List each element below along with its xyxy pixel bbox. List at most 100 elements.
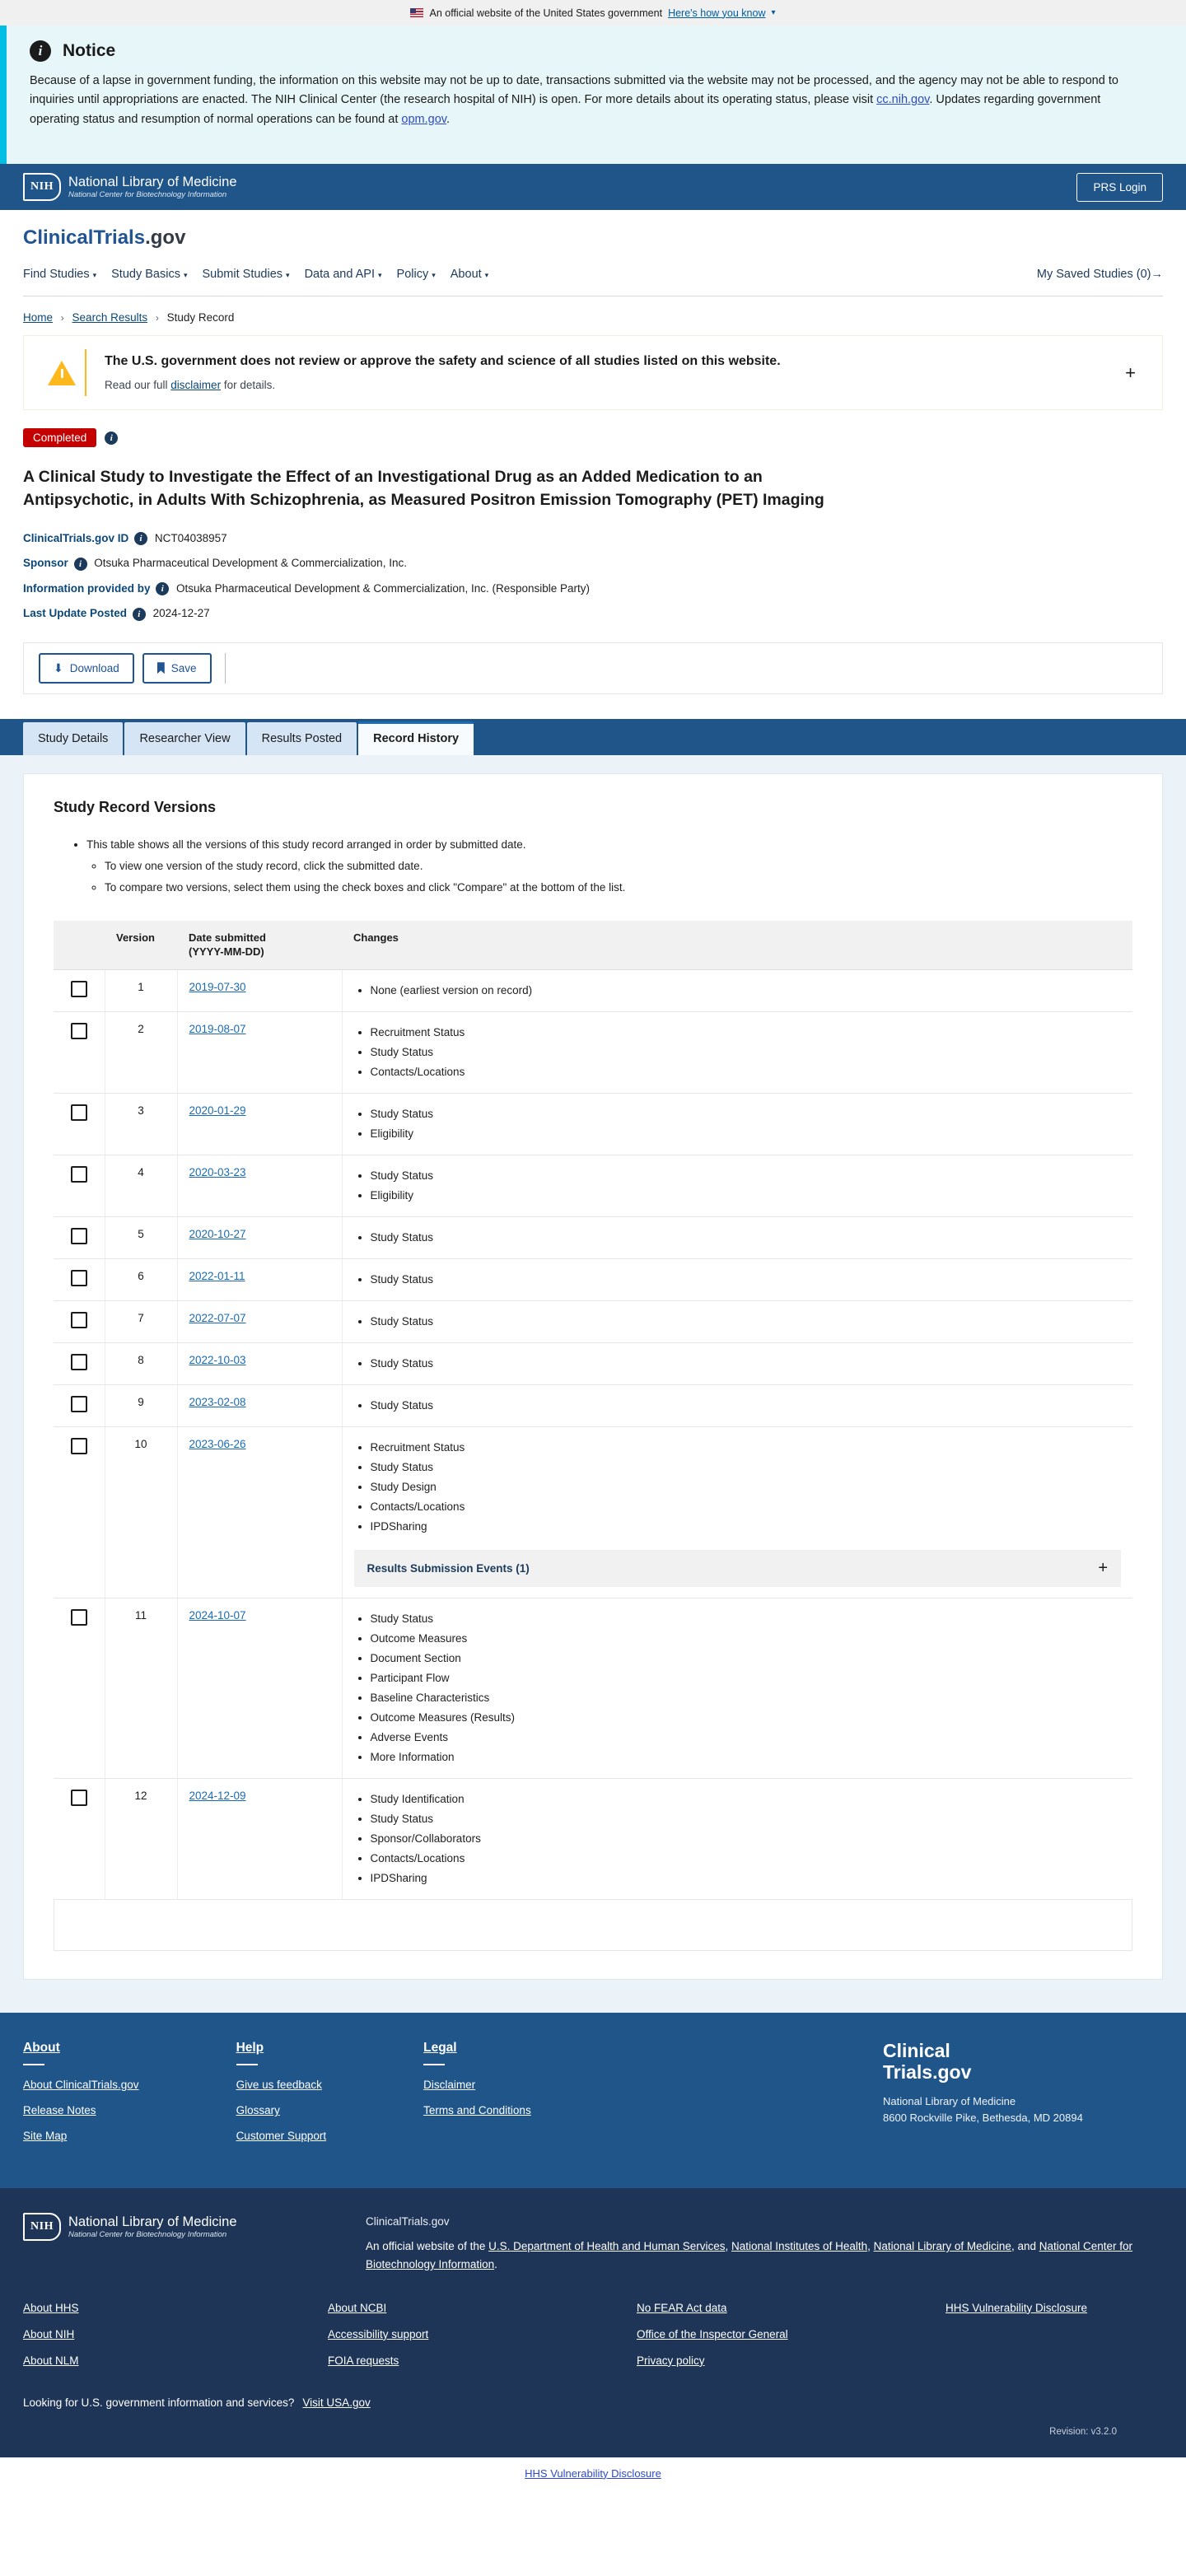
nav-find-studies[interactable]: Find Studies ▾ (23, 263, 111, 286)
change-item: Study Status (371, 1312, 1122, 1332)
date-submitted-link[interactable]: 2019-07-30 (189, 980, 246, 993)
link-nlm[interactable]: National Library of Medicine (873, 2240, 1011, 2253)
footer-link-give-us-feedback[interactable]: Give us feedback (236, 2079, 322, 2092)
breadcrumb-home[interactable]: Home (23, 311, 54, 324)
status-info-icon[interactable]: i (105, 431, 119, 445)
gov-link-accessibility-support[interactable]: Accessibility support (328, 2327, 429, 2340)
site-brand[interactable]: ClinicalTrials.gov (23, 226, 1163, 250)
date-header-line2: (YYYY-MM-DD) (189, 945, 264, 959)
version-checkbox[interactable] (70, 1790, 87, 1807)
info-icon[interactable]: i (134, 532, 148, 546)
version-checkbox[interactable] (70, 980, 87, 997)
date-submitted-link[interactable]: 2019-08-07 (189, 1022, 246, 1035)
us-flag-icon (410, 8, 424, 17)
version-checkbox[interactable] (70, 1353, 87, 1370)
disclaimer-expand-button[interactable]: + (1125, 362, 1136, 383)
link-nih[interactable]: National Institutes of Health (731, 2240, 868, 2253)
gov-link-inspector-general[interactable]: Office of the Inspector General (637, 2327, 788, 2340)
footer-link-about-clinicaltrials[interactable]: About ClinicalTrials.gov (23, 2079, 139, 2092)
link-ncbi[interactable]: National Center for Biotechnology Inform… (366, 2240, 1133, 2270)
date-submitted-cell: 2020-03-23 (177, 1155, 343, 1217)
info-icon[interactable]: i (73, 557, 87, 571)
date-submitted-link[interactable]: 2023-02-08 (189, 1395, 246, 1408)
footer-link-disclaimer[interactable]: Disclaimer (423, 2079, 476, 2092)
version-checkbox[interactable] (70, 1269, 87, 1286)
gov-nlm-logo[interactable]: NIH National Library of Medicine Nationa… (23, 2213, 336, 2242)
nav-about[interactable]: About ▾ (451, 263, 503, 286)
nlm-logo[interactable]: NIH National Library of Medicine Nationa… (23, 173, 237, 201)
gov-link-about-nih[interactable]: About NIH (23, 2327, 75, 2340)
nav-data-and-api[interactable]: Data and API ▾ (305, 263, 397, 286)
version-checkbox[interactable] (70, 1609, 87, 1626)
visit-usa-gov-link[interactable]: Visit USA.gov (302, 2396, 371, 2409)
nav-policy[interactable]: Policy ▾ (397, 263, 451, 286)
disclaimer-link[interactable]: disclaimer (170, 379, 222, 391)
info-icon[interactable]: i (156, 582, 170, 596)
opm-gov-link[interactable]: opm.gov (401, 112, 446, 126)
chevron-down-icon: ▾ (286, 271, 290, 279)
date-submitted-link[interactable]: 2020-10-27 (189, 1227, 246, 1240)
nav-submit-studies[interactable]: Submit Studies ▾ (203, 263, 305, 286)
footer-link-customer-support[interactable]: Customer Support (236, 2130, 327, 2143)
version-checkbox[interactable] (70, 1437, 87, 1454)
footer-link-glossary[interactable]: Glossary (236, 2104, 280, 2117)
date-submitted-link[interactable]: 2022-01-11 (189, 1269, 245, 1282)
gov-link-foia-requests[interactable]: FOIA requests (328, 2354, 399, 2367)
results-submission-events-accordion[interactable]: Results Submission Events (1) + (353, 1550, 1121, 1587)
date-submitted-link[interactable]: 2023-06-26 (189, 1437, 246, 1450)
heres-how-you-know-link[interactable]: Here's how you know (668, 7, 766, 19)
gov-link-about-ncbi[interactable]: About NCBI (328, 2301, 387, 2314)
date-submitted-link[interactable]: 2022-07-07 (189, 1311, 246, 1324)
gov-official-prefix: An official website of the (366, 2240, 489, 2253)
gov-link-about-hhs[interactable]: About HHS (23, 2301, 79, 2314)
info-icon[interactable]: i (132, 607, 146, 621)
gov-link-about-nlm[interactable]: About NLM (23, 2354, 79, 2367)
footer-link-terms-and-conditions[interactable]: Terms and Conditions (423, 2104, 531, 2117)
nav-study-basics[interactable]: Study Basics ▾ (111, 263, 202, 286)
record-history-panel-background: Study Record Versions This table shows a… (0, 754, 1186, 2014)
date-submitted-link[interactable]: 2020-03-23 (189, 1165, 246, 1178)
tab-study-details[interactable]: Study Details (23, 722, 124, 755)
tab-results-posted[interactable]: Results Posted (246, 722, 357, 755)
study-status-row: Completed i (23, 428, 1163, 447)
gov-link-privacy-policy[interactable]: Privacy policy (637, 2354, 705, 2367)
chevron-down-icon[interactable]: ▾ (771, 8, 776, 17)
date-submitted-link[interactable]: 2024-10-07 (189, 1609, 246, 1622)
tab-record-history[interactable]: Record History (358, 721, 474, 755)
gov-link-no-fear-act[interactable]: No FEAR Act data (637, 2301, 727, 2314)
version-checkbox[interactable] (70, 1395, 87, 1412)
footer-address: National Library of Medicine 8600 Rockvi… (883, 2093, 1163, 2126)
nlm-title: National Library of Medicine (68, 174, 237, 189)
download-button[interactable]: ⬇ Download (39, 652, 134, 684)
version-checkbox[interactable] (70, 1227, 87, 1244)
section-title: Study Record Versions (54, 798, 217, 815)
date-submitted-cell: 2024-10-07 (177, 1598, 343, 1780)
version-checkbox[interactable] (70, 1104, 87, 1121)
bottom-hhs-vulnerability-disclosure-link[interactable]: HHS Vulnerability Disclosure (525, 2466, 661, 2480)
gov-link-hhs-vulnerability-disclosure[interactable]: HHS Vulnerability Disclosure (946, 2301, 1088, 2314)
footer-link-site-map[interactable]: Site Map (23, 2130, 68, 2143)
nav-label: Policy (396, 268, 429, 281)
change-item: Outcome Measures (Results) (371, 1708, 1122, 1728)
date-submitted-link[interactable]: 2022-10-03 (189, 1353, 246, 1366)
prs-login-button[interactable]: PRS Login (1076, 172, 1163, 202)
link-hhs[interactable]: U.S. Department of Health and Human Serv… (488, 2240, 726, 2253)
date-submitted-link[interactable]: 2024-12-09 (189, 1790, 246, 1803)
my-saved-studies-link[interactable]: My Saved Studies (0)→ (1036, 268, 1163, 281)
date-submitted-link[interactable]: 2020-01-29 (189, 1104, 246, 1117)
table-row: 1 2019-07-30 None (earliest version on rec… (54, 969, 1132, 1012)
version-checkbox[interactable] (70, 1311, 87, 1328)
change-item: Participant Flow (371, 1668, 1122, 1688)
version-number: 3 (105, 1093, 178, 1155)
changes-list: Study Status (354, 1396, 1122, 1416)
breadcrumb-search-results[interactable]: Search Results (72, 311, 148, 324)
footer-link-release-notes[interactable]: Release Notes (23, 2104, 96, 2117)
change-item: Eligibility (371, 1124, 1122, 1144)
change-item: Study Status (371, 1104, 1122, 1124)
tab-researcher-view[interactable]: Researcher View (124, 722, 245, 755)
version-checkbox[interactable] (70, 1165, 87, 1183)
save-button[interactable]: Save (142, 652, 212, 684)
cc-nih-gov-link[interactable]: cc.nih.gov (876, 93, 930, 107)
changes-list: Study Status (354, 1312, 1122, 1332)
version-checkbox[interactable] (70, 1022, 87, 1039)
